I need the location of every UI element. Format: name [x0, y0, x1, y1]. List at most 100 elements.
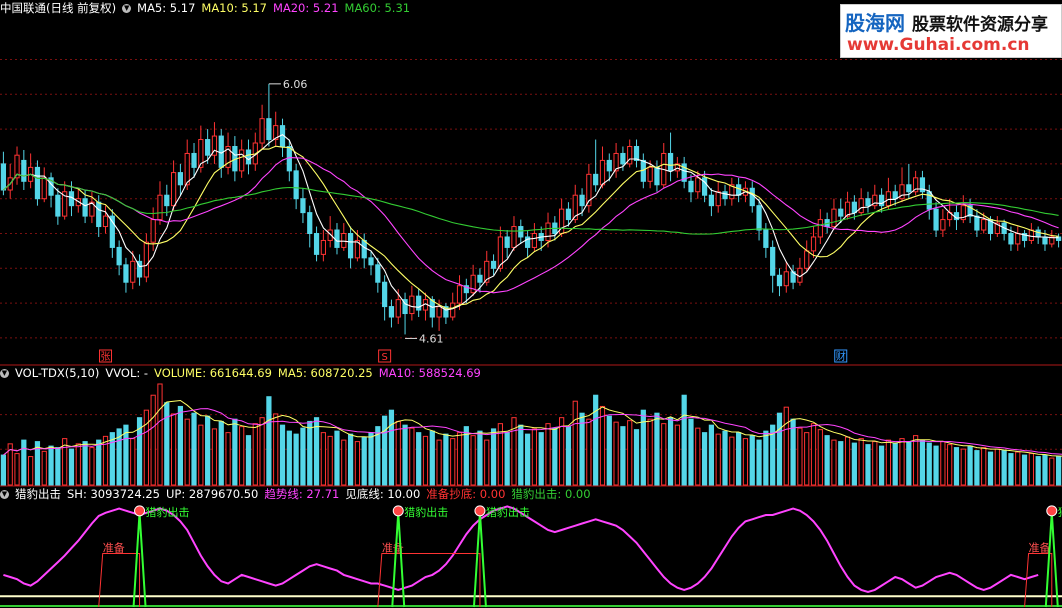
candle [382, 281, 388, 308]
volume-bar [729, 436, 735, 486]
candle [14, 154, 20, 179]
candle [0, 163, 7, 191]
attack-label: 猎豹出击 [486, 505, 530, 519]
dropdown-icon[interactable]: ▼ [0, 368, 9, 378]
volume-bar [858, 438, 864, 486]
candle [599, 159, 606, 186]
candle [593, 173, 599, 186]
candle [701, 177, 708, 196]
candle [919, 177, 926, 193]
volume-bar [695, 427, 701, 486]
volume-bar [21, 439, 27, 486]
candle [198, 139, 204, 168]
volume-bar [327, 435, 333, 486]
candle [913, 177, 919, 193]
volume-bar [559, 417, 565, 486]
candle [620, 152, 626, 165]
volume-bar [667, 417, 674, 486]
logo-name: 股海网 [845, 11, 905, 35]
candle [851, 201, 857, 214]
volume-bar [34, 441, 41, 486]
volume-bar [790, 418, 796, 486]
volume-bar [627, 420, 633, 486]
volume-bar [688, 418, 694, 486]
volume-bar [28, 456, 34, 486]
candle [579, 194, 585, 207]
attack-label: 猎豹出击 [404, 505, 448, 519]
volume-bar [524, 433, 531, 486]
candle [572, 194, 578, 221]
volume-ma5-line [3, 399, 1062, 457]
prepare-zone [377, 553, 481, 608]
prepare-label: 准备 [1029, 541, 1051, 555]
signal-title: 猎豹出击 [15, 487, 61, 501]
candle [695, 177, 701, 193]
candle [1021, 233, 1028, 241]
candle [341, 233, 347, 248]
volume-bar [654, 412, 660, 486]
volume-bar [456, 432, 463, 486]
volume-bar [1008, 453, 1014, 486]
ma20-line [3, 157, 1059, 294]
volume-bar [450, 438, 456, 486]
volume-bar [586, 418, 592, 486]
volume-bar [470, 435, 476, 486]
volume-bar [62, 438, 68, 486]
volume-bar [300, 427, 306, 486]
volume-bar [906, 441, 912, 486]
candle [565, 208, 572, 221]
volume-bar [375, 426, 381, 486]
candle [41, 177, 47, 200]
candle [245, 149, 252, 165]
volume-bar [919, 439, 926, 486]
candle [293, 170, 299, 200]
volume-bar [402, 424, 408, 486]
signal-header: ▼ 猎豹出击 SH: 3093724.25 UP: 2879670.50 趋势线… [0, 486, 591, 502]
candle [736, 184, 742, 196]
volume-bar [266, 396, 272, 486]
candle [266, 118, 272, 141]
candle [531, 233, 538, 248]
candle [967, 205, 973, 217]
volume-bar [613, 421, 619, 486]
candle [211, 135, 218, 156]
candle [633, 146, 640, 161]
volume-bar [1042, 454, 1048, 486]
volume-bar [776, 412, 783, 486]
trend-label: 趋势线: 27.71 [264, 487, 340, 501]
attack-spike [391, 512, 406, 608]
dropdown-icon[interactable]: ▼ [122, 3, 132, 13]
volume-bar [552, 427, 558, 486]
dropdown-icon[interactable]: ▼ [0, 489, 9, 499]
candle [184, 152, 190, 186]
candle [906, 184, 912, 193]
volume-bar [361, 436, 367, 486]
candle [654, 166, 660, 186]
volume-bar [633, 429, 640, 486]
volume-bar [150, 394, 156, 486]
volume-bar [640, 409, 646, 486]
candle [872, 194, 878, 207]
volume-bar [851, 442, 857, 486]
volume-bar [885, 439, 892, 486]
guhai-logo: 股海网 股票软件资源分享 www.Guhai.com.cn [840, 4, 1062, 58]
volume-bar [804, 432, 810, 486]
candle [817, 219, 823, 238]
candle [436, 306, 442, 318]
candle [130, 260, 136, 283]
volume-bar [334, 430, 340, 486]
candle [674, 163, 680, 172]
volume-bar [770, 424, 776, 486]
candle [511, 226, 517, 248]
candle [334, 229, 340, 248]
volume-bar [245, 435, 252, 486]
candle [143, 241, 149, 278]
candle [470, 274, 476, 294]
volume-bar [1035, 456, 1041, 486]
main-header: 中国联通(日线 前复权) ▼ MA5: 5.17 MA10: 5.17 MA20… [0, 0, 410, 16]
candle [981, 219, 987, 231]
attack-dot [392, 505, 404, 517]
volume-bar [320, 432, 326, 486]
ma60-line [3, 173, 1059, 235]
